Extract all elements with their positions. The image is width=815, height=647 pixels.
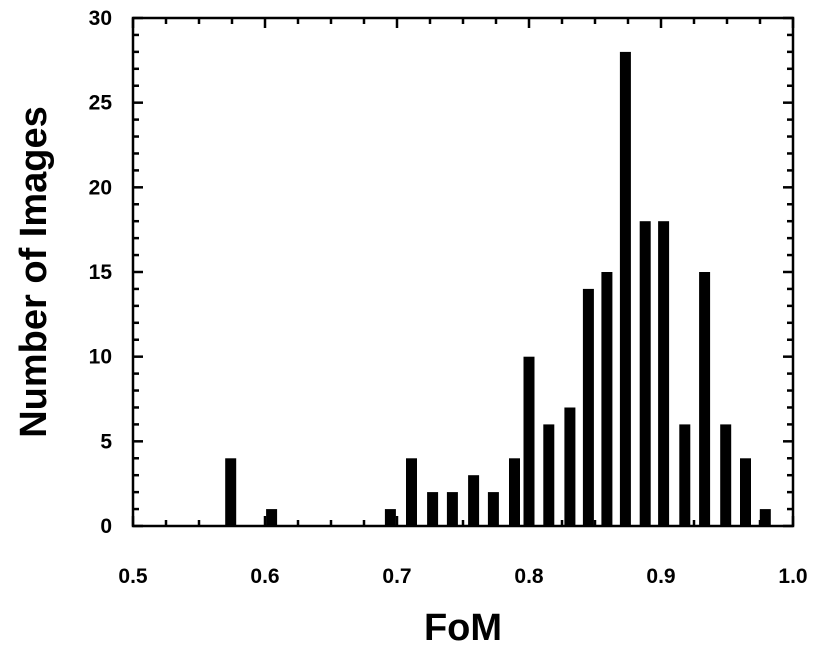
x-tick-label: 0.7 [382, 565, 411, 588]
histogram-bar [699, 272, 711, 526]
histogram-bar [523, 356, 535, 526]
histogram-bar [468, 475, 480, 526]
y-axis-title: Number of Images [13, 106, 55, 438]
histogram-bar [266, 509, 278, 526]
plot-frame [131, 16, 795, 528]
histogram-bar [679, 424, 691, 526]
y-tick-label: 10 [89, 346, 112, 369]
x-axis-title: FoM [424, 607, 502, 647]
histogram-bar [720, 424, 732, 526]
histogram-bar [601, 272, 613, 526]
x-tick-label: 0.5 [118, 565, 148, 588]
y-tick-label: 5 [100, 430, 112, 453]
histogram-bar [564, 407, 576, 526]
histogram-bar [487, 492, 499, 526]
histogram-bar [759, 509, 771, 526]
x-tick-label: 1.0 [778, 565, 807, 588]
y-tick-label: 0 [100, 515, 112, 538]
histogram-bar [639, 221, 651, 526]
y-tick-label: 25 [89, 92, 113, 115]
x-tick-label: 0.9 [646, 565, 675, 588]
y-tick-labels: 0 5 10 15 20 25 30 [89, 7, 113, 538]
axis-ticks [131, 16, 795, 528]
x-tick-labels: 0.5 0.6 0.7 0.8 0.9 1.0 [118, 565, 807, 588]
y-tick-label: 20 [89, 176, 112, 199]
bars [225, 51, 771, 527]
histogram-bar [740, 458, 751, 526]
histogram-bar [658, 221, 670, 526]
y-tick-label: 30 [89, 7, 112, 30]
histogram-bar [582, 288, 594, 526]
y-tick-label: 15 [89, 261, 113, 284]
x-tick-label: 0.6 [250, 565, 279, 588]
histogram-bar [543, 424, 555, 526]
x-tick-label: 0.8 [514, 565, 544, 588]
histogram-bar [509, 458, 520, 526]
histogram-bar [225, 458, 237, 526]
histogram-bar [446, 492, 458, 526]
histogram-bar [619, 51, 631, 527]
histogram-bar [427, 492, 439, 526]
histogram-bar [384, 509, 396, 526]
histogram-bar [406, 458, 417, 526]
